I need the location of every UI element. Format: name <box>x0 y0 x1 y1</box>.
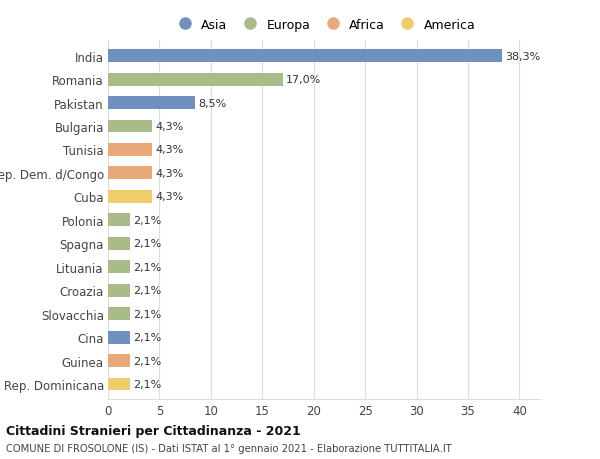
Text: 4,3%: 4,3% <box>155 192 184 202</box>
Bar <box>108 190 152 203</box>
Text: Cittadini Stranieri per Cittadinanza - 2021: Cittadini Stranieri per Cittadinanza - 2… <box>6 425 301 437</box>
Bar <box>108 237 130 250</box>
Text: 2,1%: 2,1% <box>133 332 161 342</box>
Text: COMUNE DI FROSOLONE (IS) - Dati ISTAT al 1° gennaio 2021 - Elaborazione TUTTITAL: COMUNE DI FROSOLONE (IS) - Dati ISTAT al… <box>6 443 452 453</box>
Text: 2,1%: 2,1% <box>133 262 161 272</box>
Text: 38,3%: 38,3% <box>505 51 540 62</box>
Text: 2,1%: 2,1% <box>133 379 161 389</box>
Bar <box>108 167 152 180</box>
Text: 4,3%: 4,3% <box>155 168 184 179</box>
Bar <box>108 120 152 133</box>
Text: 8,5%: 8,5% <box>199 98 227 108</box>
Bar <box>108 144 152 157</box>
Bar <box>108 331 130 344</box>
Text: 4,3%: 4,3% <box>155 122 184 132</box>
Text: 2,1%: 2,1% <box>133 239 161 249</box>
Text: 2,1%: 2,1% <box>133 309 161 319</box>
Text: 4,3%: 4,3% <box>155 145 184 155</box>
Bar <box>108 378 130 391</box>
Text: 2,1%: 2,1% <box>133 285 161 296</box>
Legend: Asia, Europa, Africa, America: Asia, Europa, Africa, America <box>173 18 475 32</box>
Bar <box>108 50 502 63</box>
Bar <box>108 214 130 227</box>
Bar <box>108 354 130 367</box>
Bar <box>108 73 283 86</box>
Bar <box>108 261 130 274</box>
Text: 2,1%: 2,1% <box>133 215 161 225</box>
Bar <box>108 97 196 110</box>
Bar <box>108 284 130 297</box>
Text: 17,0%: 17,0% <box>286 75 321 85</box>
Text: 2,1%: 2,1% <box>133 356 161 366</box>
Bar <box>108 308 130 320</box>
